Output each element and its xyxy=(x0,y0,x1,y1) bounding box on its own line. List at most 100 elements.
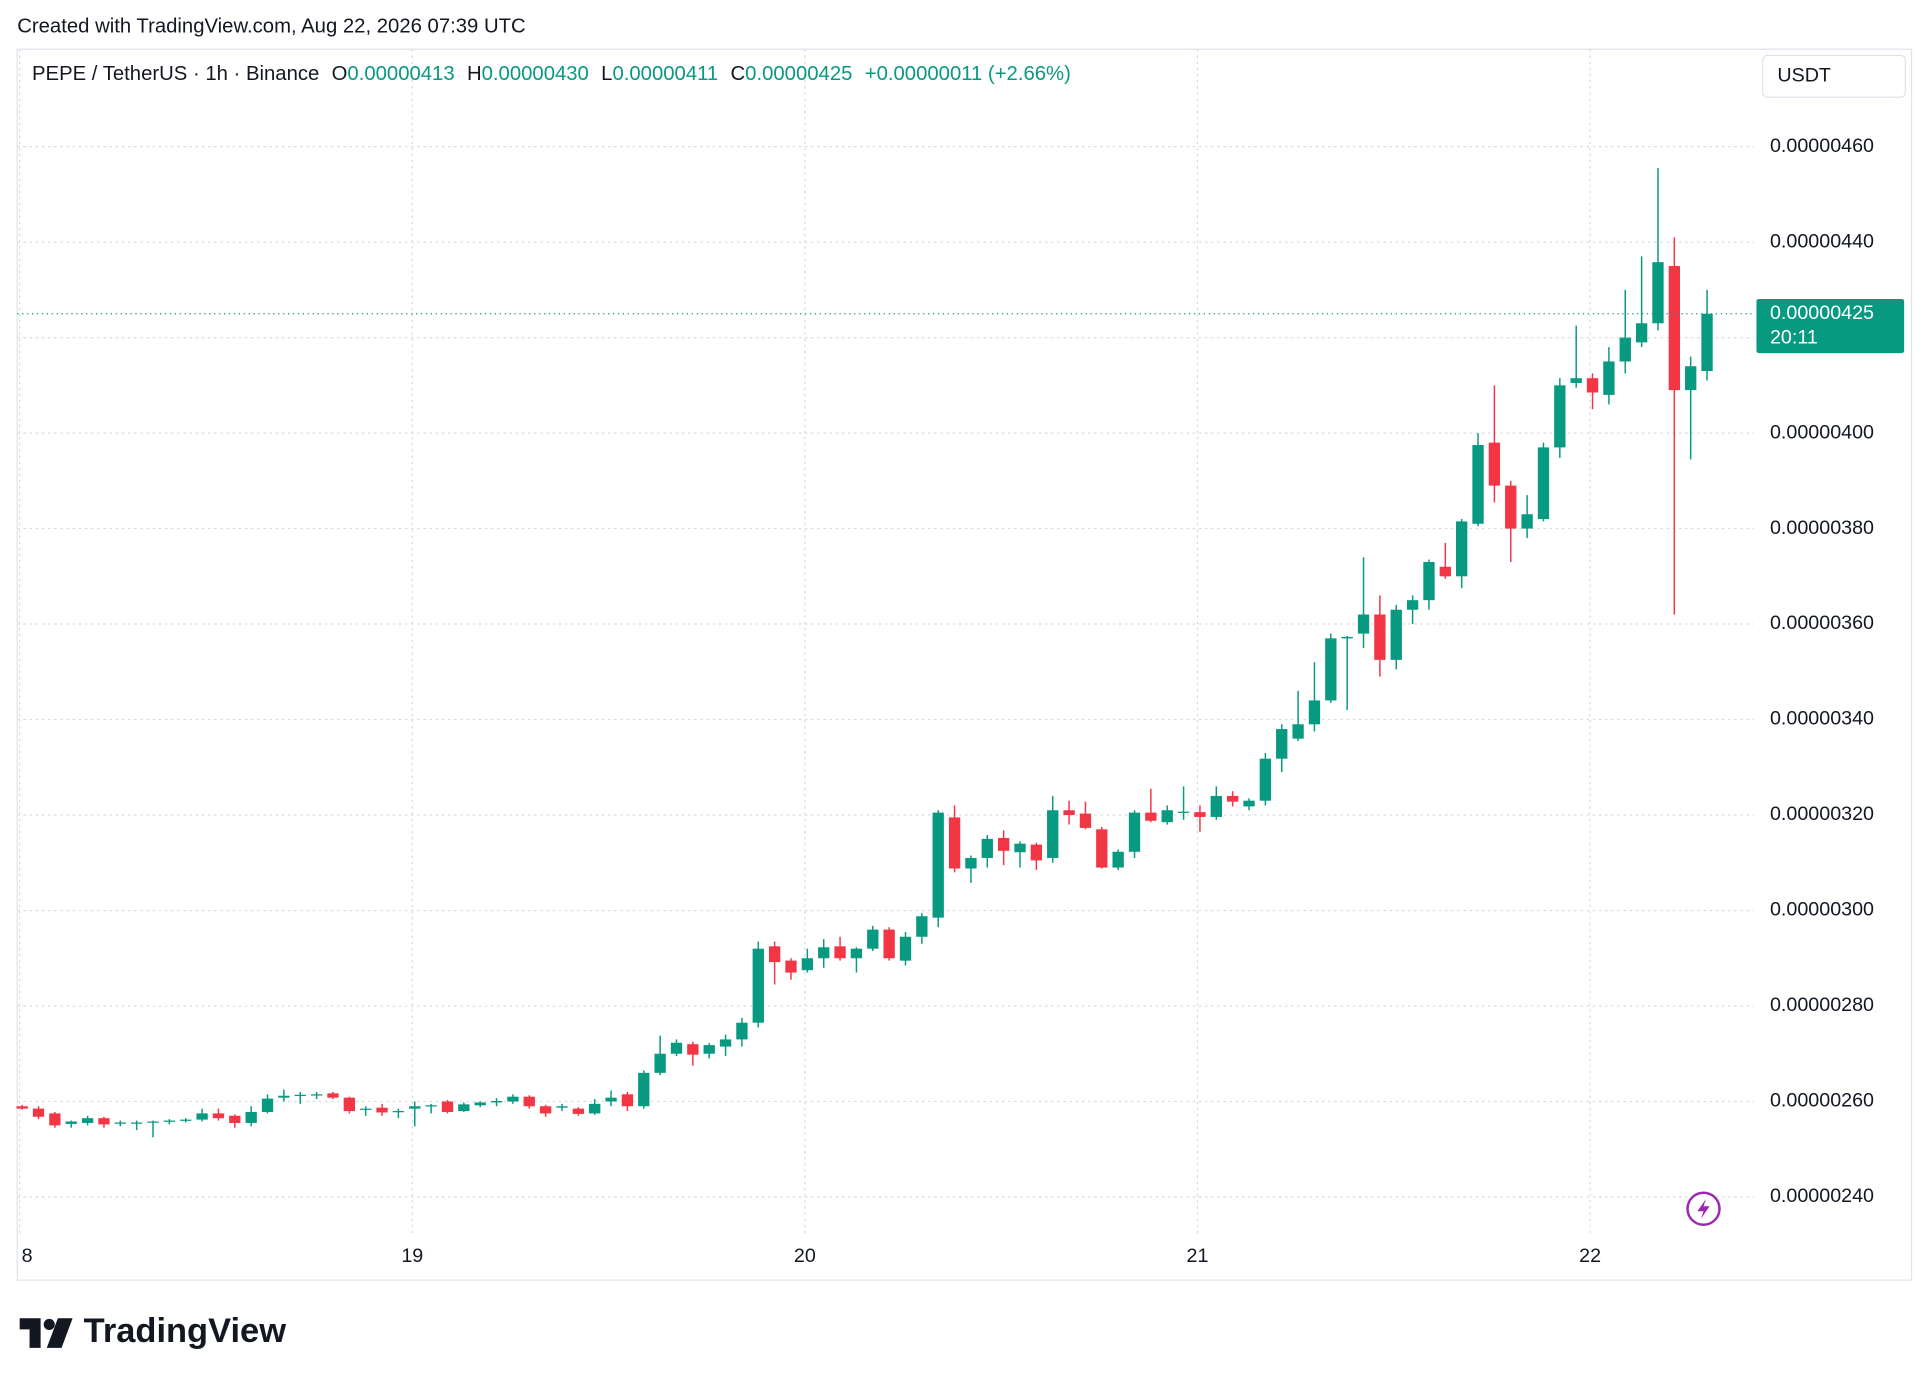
candle-body xyxy=(114,1122,126,1124)
candle-body xyxy=(899,936,912,961)
candle-body xyxy=(605,1097,617,1102)
candle-body xyxy=(932,812,944,918)
countdown: 20:11 xyxy=(1770,327,1818,349)
candle-body xyxy=(1701,313,1713,372)
candle-body xyxy=(801,958,814,971)
candle-body xyxy=(1635,323,1648,343)
ohlc-value: 0.00000425 xyxy=(745,63,852,85)
created-caption: Created with TradingView.com, Aug 22, 20… xyxy=(17,15,525,37)
candle-body xyxy=(294,1094,306,1097)
candle-body xyxy=(948,817,961,869)
candle-body xyxy=(1145,812,1157,821)
candle-body xyxy=(441,1101,454,1112)
candle-body xyxy=(981,838,993,858)
lightning-icon[interactable] xyxy=(1686,1191,1721,1226)
candle-body xyxy=(834,946,846,959)
candle-body xyxy=(523,1096,535,1107)
ohlc-value: 0.00000430 xyxy=(482,63,589,85)
last-price-label: 0.00000425 xyxy=(1770,302,1874,324)
candle-body xyxy=(1227,795,1239,802)
candle-body xyxy=(1685,366,1697,391)
x-tick-label: 22 xyxy=(1579,1245,1601,1267)
candle-body xyxy=(1128,812,1141,852)
candle-body xyxy=(719,1039,732,1047)
currency[interactable]: USDT xyxy=(1777,65,1831,87)
candle-body xyxy=(850,948,863,959)
candle-body xyxy=(261,1098,274,1112)
candle-body xyxy=(376,1107,388,1113)
candle-body xyxy=(180,1119,192,1121)
candle-body xyxy=(32,1108,45,1117)
candle-body xyxy=(1668,265,1680,391)
candle-body xyxy=(163,1120,176,1122)
candle-body xyxy=(1472,445,1484,524)
last-price-tag xyxy=(1756,298,1905,354)
symbol-legend: PEPE / TetherUS · 1h · Binance O0.0000041… xyxy=(32,63,1071,85)
candle-body xyxy=(1406,600,1419,610)
candle-body xyxy=(1325,638,1337,701)
candle-body xyxy=(1014,843,1026,853)
candle-body xyxy=(98,1118,110,1125)
x-tick-label: 19 xyxy=(401,1245,423,1267)
candle-body xyxy=(997,837,1010,851)
y-tick-label: 0.00000400 xyxy=(1770,421,1874,443)
candle-body xyxy=(1079,813,1092,828)
candle-body xyxy=(49,1113,61,1126)
y-tick-label: 0.00000340 xyxy=(1770,708,1874,730)
candle-body xyxy=(556,1106,568,1108)
candle-body xyxy=(638,1072,650,1107)
logo-icon xyxy=(19,1318,73,1348)
candles xyxy=(16,168,1713,1138)
candle-body xyxy=(229,1115,241,1123)
y-tick-label: 0.00000280 xyxy=(1770,994,1874,1016)
candle-body xyxy=(1390,609,1402,660)
candle-body xyxy=(1112,851,1124,868)
candle-body xyxy=(1177,811,1190,813)
ohlc-value: 0.00000413 xyxy=(347,63,454,85)
y-tick-label: 0.00000440 xyxy=(1770,230,1874,252)
candle-body xyxy=(490,1100,503,1103)
candle-body xyxy=(474,1102,486,1106)
candle-body xyxy=(1652,262,1664,324)
grid xyxy=(17,49,1754,1238)
currency-box[interactable] xyxy=(1761,54,1906,98)
x-tick-label: 21 xyxy=(1187,1245,1209,1267)
candle-body xyxy=(621,1094,634,1107)
candle-body xyxy=(1554,385,1566,448)
candle-body xyxy=(687,1044,699,1055)
symbol: PEPE / TetherUS · 1h · Binance xyxy=(32,63,319,85)
candle-body xyxy=(131,1122,143,1124)
chart-frame xyxy=(16,48,1913,1281)
candle-body xyxy=(867,929,879,949)
candle-body xyxy=(1456,521,1468,577)
candle-body xyxy=(785,960,797,973)
candle-body xyxy=(16,1106,28,1109)
candle-body xyxy=(768,946,781,963)
y-tick-label: 0.00000320 xyxy=(1770,803,1874,825)
candle-body xyxy=(425,1105,437,1107)
candle-body xyxy=(818,947,830,959)
candle-body xyxy=(310,1094,323,1096)
candle-body xyxy=(212,1113,225,1119)
y-tick-label: 0.00000260 xyxy=(1770,1090,1874,1112)
candle-body xyxy=(1047,810,1059,858)
candle-body xyxy=(360,1108,372,1110)
candle-body xyxy=(752,948,764,1023)
y-tick-label: 0.00000380 xyxy=(1770,517,1874,539)
y-tick-label: 0.00000360 xyxy=(1770,612,1874,634)
candle-body xyxy=(1439,566,1451,577)
y-tick-label: 0.00000240 xyxy=(1770,1185,1874,1207)
candle-body xyxy=(1276,729,1288,759)
x-tick-label: 8 xyxy=(22,1245,33,1267)
ohlc-value: 0.00000411 xyxy=(612,63,718,85)
candle-body xyxy=(1537,447,1550,520)
candle-body xyxy=(703,1045,715,1054)
candle-body xyxy=(539,1106,552,1114)
ohlc-key: O xyxy=(332,63,348,85)
candle-body xyxy=(1308,700,1321,725)
candle-body xyxy=(196,1113,208,1120)
candle-body xyxy=(1210,795,1222,817)
candle-body xyxy=(916,916,928,937)
